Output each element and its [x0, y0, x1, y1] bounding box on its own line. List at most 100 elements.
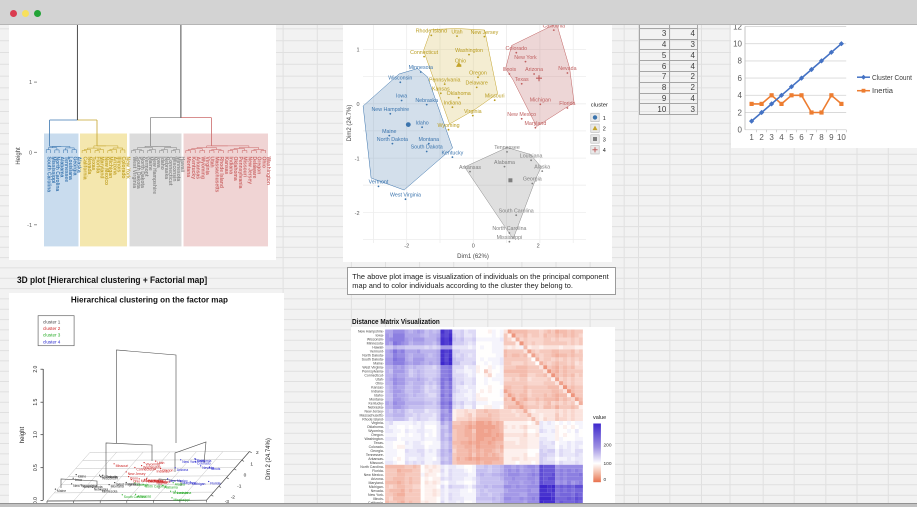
svg-text:Kansas: Kansas — [222, 157, 228, 175]
svg-text:Georgia: Georgia — [71, 157, 77, 176]
svg-text:Kentucky-: Kentucky- — [368, 401, 384, 405]
svg-text:New Hampshire: New Hampshire — [150, 157, 156, 195]
svg-text:Oregon: Oregon — [255, 157, 261, 175]
svg-text:Texas: Texas — [196, 459, 205, 463]
svg-text:Colorado-: Colorado- — [368, 445, 384, 449]
svg-text:Oregon: Oregon — [469, 70, 487, 76]
svg-text:Indiana-: Indiana- — [371, 389, 384, 393]
svg-text:Illinois: Illinois — [115, 157, 121, 173]
svg-text:Texas-: Texas- — [373, 441, 384, 445]
svg-text:Michigan-: Michigan- — [369, 484, 385, 488]
svg-text:Minnesota-: Minnesota- — [366, 341, 384, 345]
svg-text:-1: -1 — [27, 223, 32, 229]
svg-text:value: value — [593, 415, 606, 421]
svg-text:New Jersey: New Jersey — [127, 472, 145, 476]
svg-text:12: 12 — [733, 25, 742, 31]
svg-text:Mississippi: Mississippi — [496, 235, 522, 241]
svg-text:Massachusetts: Massachusetts — [213, 157, 219, 193]
svg-text:Connecticut: Connecticut — [136, 468, 154, 472]
svg-text:Missouri: Missouri — [115, 464, 128, 468]
svg-text:New York: New York — [514, 55, 537, 61]
svg-text:New Jersey: New Jersey — [470, 30, 498, 36]
svg-text:Dim2 (24.7%): Dim2 (24.7%) — [347, 105, 353, 142]
svg-text:Alaska: Alaska — [75, 157, 81, 173]
svg-text:Pennsylvania: Pennsylvania — [429, 77, 461, 83]
svg-text:Nevada: Nevada — [85, 157, 91, 175]
svg-text:North Dakota: North Dakota — [138, 157, 144, 189]
svg-text:0: 0 — [356, 102, 359, 108]
svg-text:Wisconsin: Wisconsin — [170, 157, 176, 182]
svg-text:New York-: New York- — [368, 492, 385, 496]
svg-text:Oregon-: Oregon- — [371, 433, 385, 437]
svg-text:Alabama: Alabama — [164, 485, 177, 489]
svg-text:Maine: Maine — [146, 157, 152, 171]
svg-text:Cluster Count: Cluster Count — [872, 75, 912, 82]
svg-text:5: 5 — [789, 133, 794, 142]
svg-text:2: 2 — [738, 108, 743, 117]
svg-text:South Carolina: South Carolina — [123, 495, 146, 499]
svg-text:Wyoming: Wyoming — [437, 123, 459, 129]
svg-text:Iowa: Iowa — [154, 157, 160, 168]
svg-text:Nebraska: Nebraska — [93, 487, 108, 491]
svg-text:Height: Height — [16, 147, 22, 165]
svg-text:West Virginia-: West Virginia- — [362, 365, 384, 369]
svg-text:Florida-: Florida- — [372, 469, 385, 473]
svg-text:Minnesota: Minnesota — [408, 65, 432, 71]
svg-text:North Dakota-: North Dakota- — [362, 353, 385, 357]
svg-text:Ohio: Ohio — [455, 58, 466, 64]
svg-text:Nevada: Nevada — [558, 66, 576, 72]
svg-text:Massachusetts: Massachusetts — [140, 479, 163, 483]
svg-text:8: 8 — [819, 133, 824, 142]
svg-text:West Virginia: West Virginia — [130, 157, 136, 189]
svg-text:0.0: 0.0 — [33, 497, 39, 503]
svg-text:1: 1 — [356, 48, 359, 54]
svg-text:Georgia: Georgia — [523, 177, 542, 183]
svg-text:New Mexico: New Mexico — [102, 157, 108, 186]
svg-text:Connecticut: Connecticut — [166, 157, 172, 186]
svg-text:Washington-: Washington- — [364, 437, 384, 441]
svg-text:Dim 2 (24.74%): Dim 2 (24.74%) — [266, 438, 272, 480]
svg-text:Louisiana: Louisiana — [176, 491, 191, 495]
svg-text:Alabama: Alabama — [58, 157, 64, 178]
svg-text:Vermont: Vermont — [142, 157, 148, 177]
svg-text:Wyoming-: Wyoming- — [368, 429, 385, 433]
svg-text:New Mexico: New Mexico — [169, 479, 188, 483]
svg-text:Wyoming: Wyoming — [145, 463, 159, 467]
svg-text:New Jersey-: New Jersey- — [364, 409, 384, 413]
svg-text:6: 6 — [799, 133, 804, 142]
svg-text:cluster 3: cluster 3 — [43, 333, 61, 338]
svg-text:Maryland: Maryland — [524, 121, 546, 127]
svg-text:cluster 4: cluster 4 — [43, 339, 61, 344]
svg-text:Idaho: Idaho — [158, 157, 164, 170]
svg-text:Montana: Montana — [185, 157, 191, 178]
svg-text:Michigan: Michigan — [107, 157, 113, 179]
svg-text:Rhode Island: Rhode Island — [416, 29, 447, 35]
svg-text:Indiana: Indiana — [444, 100, 461, 106]
svg-text:North Carolina: North Carolina — [492, 226, 526, 232]
svg-text:2: 2 — [759, 133, 764, 142]
svg-text:Iowa: Iowa — [396, 94, 407, 100]
svg-text:Washington: Washington — [265, 157, 271, 185]
svg-text:Maryland: Maryland — [182, 481, 196, 485]
svg-text:height: height — [20, 426, 26, 443]
svg-text:-2: -2 — [230, 494, 235, 500]
svg-text:Connecticut: Connecticut — [410, 50, 438, 56]
svg-text:Nevada-: Nevada- — [370, 488, 384, 492]
svg-text:Kansas-: Kansas- — [371, 385, 385, 389]
svg-text:Tennessee: Tennessee — [62, 157, 68, 183]
svg-text:Arizona-: Arizona- — [371, 477, 385, 481]
svg-text:3: 3 — [603, 137, 606, 143]
svg-text:4: 4 — [603, 148, 606, 154]
svg-text:California: California — [81, 157, 87, 180]
svg-text:Wisconsin: Wisconsin — [388, 76, 412, 82]
svg-text:Arkansas: Arkansas — [459, 165, 481, 171]
svg-text:North Carolina-: North Carolina- — [360, 465, 385, 469]
svg-text:Illinois: Illinois — [210, 467, 220, 471]
svg-text:Vermont-: Vermont- — [369, 349, 384, 353]
svg-text:Alaska: Alaska — [534, 164, 550, 170]
svg-text:Oregon: Oregon — [162, 469, 173, 473]
svg-text:Montana: Montana — [110, 485, 123, 489]
svg-text:0.5: 0.5 — [33, 464, 39, 471]
svg-text:-1: -1 — [355, 157, 360, 163]
svg-text:8: 8 — [738, 57, 743, 66]
